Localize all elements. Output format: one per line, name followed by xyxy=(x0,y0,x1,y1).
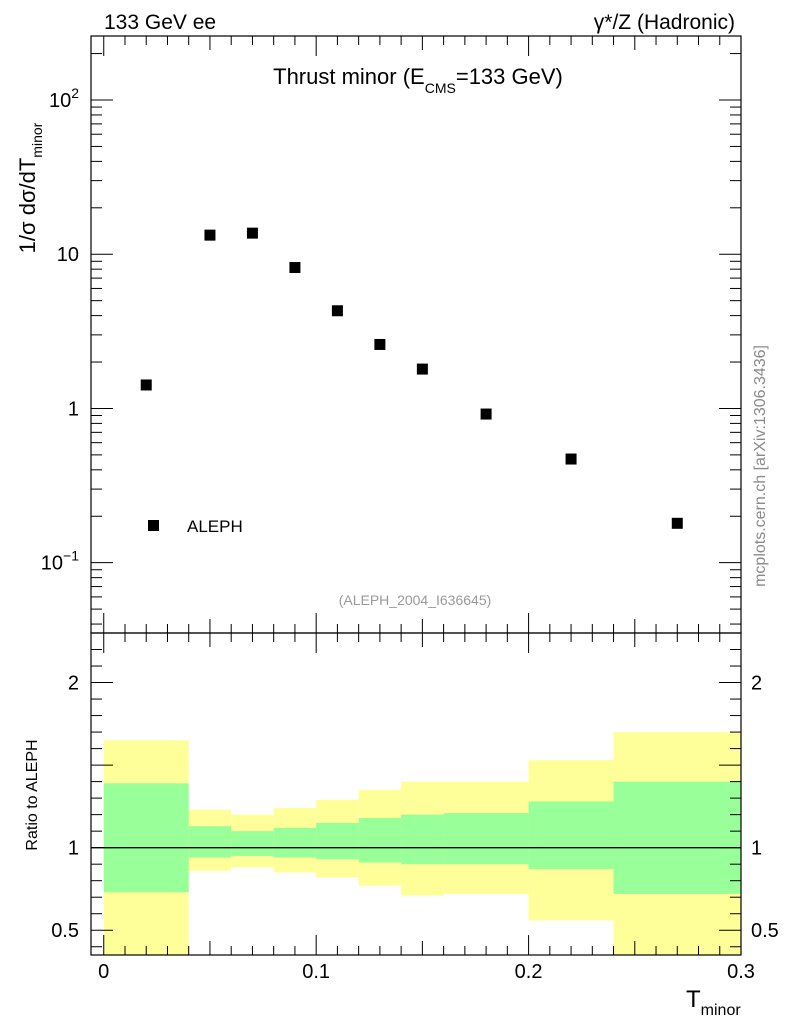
ratio-y-tick-label: 0.5 xyxy=(51,920,79,942)
ratio-y-tick-label: 1 xyxy=(68,838,79,860)
inner-band-bin xyxy=(188,826,232,858)
x-axis-label: Tminor xyxy=(686,986,741,1019)
inner-band-bin xyxy=(443,812,529,865)
inner-band-bin xyxy=(613,781,741,894)
y-tick-label: 1 xyxy=(68,398,79,420)
x-tick-label: 0.2 xyxy=(515,961,543,983)
inner-band-bin xyxy=(273,827,317,858)
ratio-y-tick-label-right: 1 xyxy=(751,838,762,860)
inner-band-bin xyxy=(401,814,444,865)
main-plot: Thrust minor (ECMS=133 GeV) 1/σ dσ/dTmin… xyxy=(15,35,742,634)
ratio-y-tick-label: 2 xyxy=(68,673,79,695)
x-tick-labels: 0 0.1 0.2 0.3 xyxy=(98,961,755,983)
x-tick-label: 0.1 xyxy=(302,961,330,983)
legend-marker xyxy=(148,520,159,531)
upper-y-tick-labels: 102 10 1 10−1 xyxy=(41,85,79,575)
data-point xyxy=(565,453,577,465)
y-axis-label: 1/σ dσ/dTminor xyxy=(15,122,45,253)
data-point xyxy=(140,379,152,391)
header-left: 133 GeV ee xyxy=(104,11,216,34)
inner-band-bin xyxy=(358,817,402,863)
aleph-markers xyxy=(140,227,683,529)
ratio-y-tick-labels-left: 210.5 xyxy=(51,673,79,943)
header-right: γ*/Z (Hadronic) xyxy=(594,11,735,34)
inner-band-bin xyxy=(231,831,274,856)
reference-label: (ALEPH_2004_I636645) xyxy=(339,592,492,608)
x-tick-label: 0.3 xyxy=(727,961,755,983)
inner-band xyxy=(103,781,741,894)
inner-band-bin xyxy=(103,783,189,893)
inner-band-bin xyxy=(528,801,614,870)
ratio-y-tick-label-right: 2 xyxy=(751,673,762,695)
data-point xyxy=(246,227,258,239)
data-point xyxy=(416,363,428,375)
upper-axis-ticks xyxy=(91,36,742,633)
y-tick-label: 10 xyxy=(57,244,79,266)
legend-label: ALEPH xyxy=(187,517,243,536)
ratio-y-axis-label: Ratio to ALEPH xyxy=(24,739,41,850)
plot-title: Thrust minor (ECMS=133 GeV) xyxy=(273,64,563,96)
data-point xyxy=(671,517,683,529)
inner-band-bin xyxy=(316,822,359,860)
watermark: mcplots.cern.ch [arXiv:1306.3436] xyxy=(752,345,769,587)
data-point xyxy=(331,305,343,317)
data-point xyxy=(374,338,386,350)
y-tick-label: 10−1 xyxy=(41,548,79,575)
upper-frame xyxy=(90,35,742,634)
data-point xyxy=(289,262,301,274)
ratio-y-tick-label-right: 0.5 xyxy=(751,920,779,942)
ratio-y-tick-labels-right: 210.5 xyxy=(751,673,779,943)
ratio-plot: 210.5 210.5 0 0.1 0.2 0.3 Ratio to ALEPH Tm… xyxy=(24,632,779,1019)
lower-frame xyxy=(90,632,742,956)
x-tick-label: 0 xyxy=(98,961,109,983)
data-point xyxy=(480,408,492,420)
y-tick-label: 102 xyxy=(49,85,79,112)
data-point xyxy=(204,229,216,241)
